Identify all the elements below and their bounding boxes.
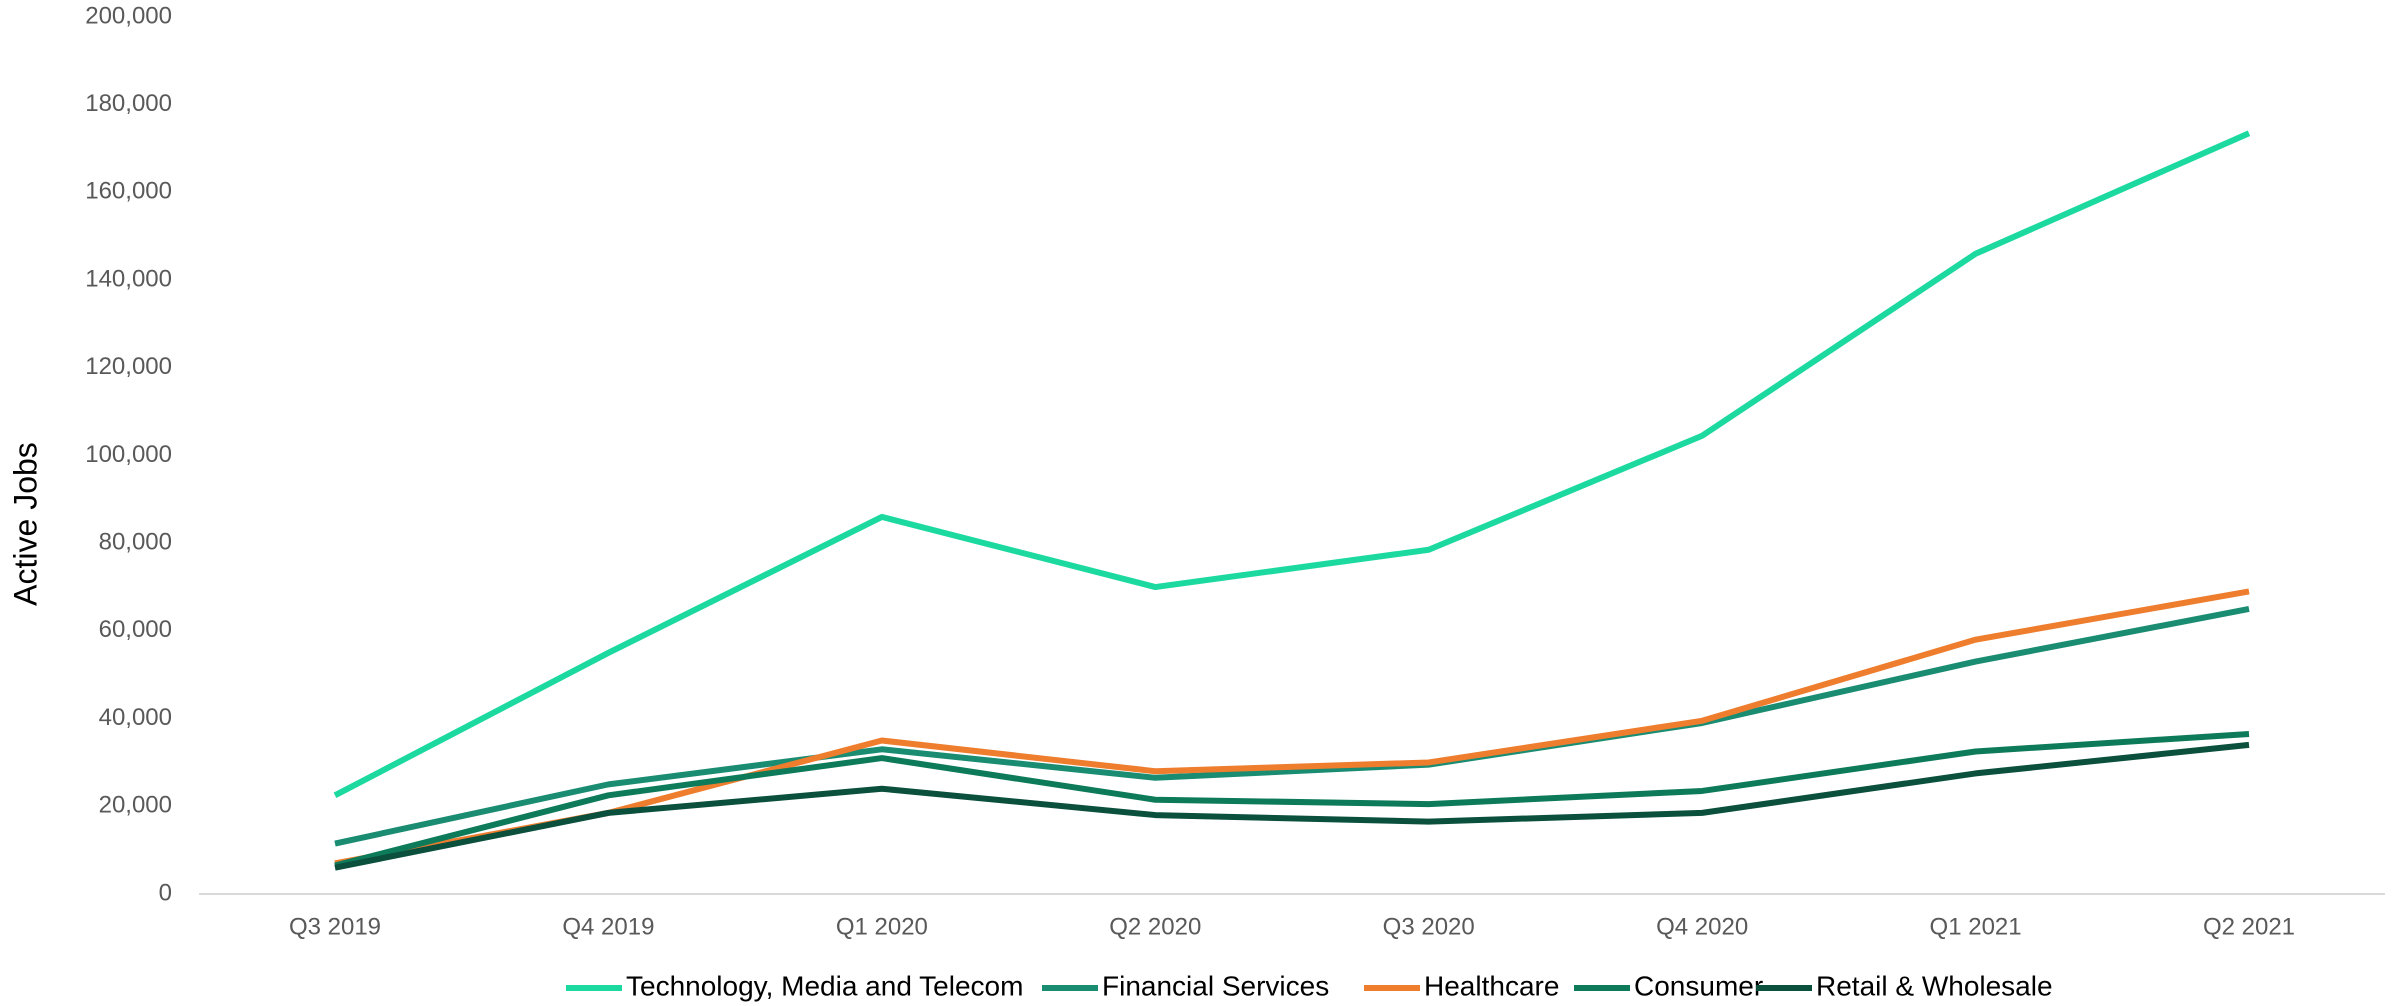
legend-label: Healthcare: [1424, 970, 1559, 1001]
x-tick-label: Q3 2020: [1383, 913, 1475, 940]
y-tick-label: 100,000: [85, 441, 172, 468]
line-series: [334, 730, 2250, 869]
y-tick-label: 200,000: [85, 2, 172, 29]
y-tick-label: 0: [159, 879, 172, 906]
x-tick-label: Q4 2019: [562, 913, 654, 940]
line-series: [334, 606, 2250, 847]
y-tick-label: 40,000: [99, 704, 172, 731]
y-tick-label: 120,000: [85, 353, 172, 380]
y-tick-label: 180,000: [85, 90, 172, 117]
legend-label: Consumer: [1634, 970, 1763, 1001]
legend-label: Financial Services: [1102, 970, 1329, 1001]
x-tick-label: Q2 2021: [2203, 913, 2295, 940]
line-series: [333, 130, 2251, 798]
x-tick-label: Q2 2020: [1109, 913, 1201, 940]
y-tick-label: 160,000: [85, 178, 172, 205]
line-series: [334, 741, 2250, 871]
legend-label: Technology, Media and Telecom: [626, 970, 1023, 1001]
x-tick-label: Q4 2020: [1656, 913, 1748, 940]
y-tick-label: 80,000: [99, 529, 172, 556]
x-tick-label: Q3 2019: [289, 913, 381, 940]
y-tick-label: 140,000: [85, 265, 172, 292]
line-series: [334, 588, 2250, 867]
y-axis-label: Active Jobs: [7, 442, 43, 606]
y-tick-label: 20,000: [99, 792, 172, 819]
legend-label: Retail & Wholesale: [1816, 970, 2053, 1001]
x-tick-label: Q1 2020: [836, 913, 928, 940]
y-tick-label: 60,000: [99, 616, 172, 643]
x-tick-label: Q1 2021: [1930, 913, 2022, 940]
